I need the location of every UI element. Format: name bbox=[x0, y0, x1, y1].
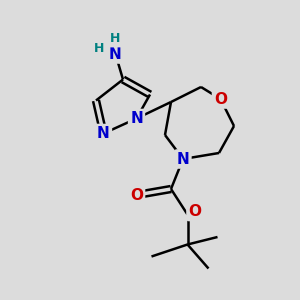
Text: O: O bbox=[130, 188, 143, 202]
Text: N: N bbox=[97, 126, 110, 141]
Text: O: O bbox=[188, 204, 202, 219]
Text: H: H bbox=[94, 41, 104, 55]
Text: N: N bbox=[109, 46, 122, 62]
Text: O: O bbox=[214, 92, 227, 106]
Text: H: H bbox=[110, 32, 121, 46]
Text: N: N bbox=[177, 152, 189, 166]
Text: N: N bbox=[130, 111, 143, 126]
